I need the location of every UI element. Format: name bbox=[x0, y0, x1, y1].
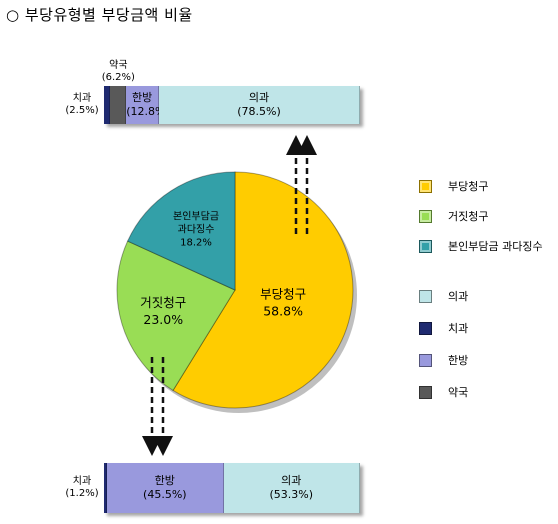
pie-slice-1 bbox=[116, 240, 236, 392]
bar-outside-label: 치과 (1.2%) bbox=[65, 476, 99, 499]
bottom-stacked-bar: 한방 (45.5%) 의과 (53.3%) bbox=[104, 463, 360, 513]
bar-segment-label: 한방 (45.5%) bbox=[143, 474, 187, 501]
legend-label: 약국 bbox=[448, 386, 469, 399]
legend-label: 본인부담금 과다징수 bbox=[448, 240, 543, 253]
legend-item: 거짓청구 bbox=[419, 208, 488, 224]
bar-segment-한방: 한방 (45.5%) bbox=[107, 463, 224, 513]
bar-segment-의과: 의과 (78.5%) bbox=[159, 86, 360, 124]
pie-slice-label: 거짓청구 bbox=[140, 295, 186, 310]
legend-item: 의과 bbox=[419, 288, 468, 304]
legend-label: 한방 bbox=[448, 354, 469, 367]
pie-slice-label: 부당청구 bbox=[260, 287, 306, 302]
legend-label: 의과 bbox=[448, 290, 469, 303]
legend-label: 거짓청구 bbox=[448, 210, 489, 223]
legend-label: 부당청구 bbox=[448, 180, 489, 193]
bar-segment-치과 bbox=[104, 86, 111, 124]
legend-item: 치과 bbox=[419, 320, 468, 336]
pie-slice-label: 과다징수 bbox=[178, 223, 215, 235]
legend-swatch bbox=[419, 353, 432, 367]
bar-outside-label: 치과 (2.5%) bbox=[65, 93, 99, 116]
bar-segment-한방: 한방 (12.8%) bbox=[126, 86, 170, 124]
pie-slice-label: 본인부담금 bbox=[173, 210, 219, 222]
top-stacked-bar: 한방 (12.8%) 의과 (78.5%) bbox=[104, 86, 360, 124]
bar-segment-label: 의과 (78.5%) bbox=[237, 91, 281, 118]
bar-segment-label: 의과 (53.3%) bbox=[269, 474, 314, 501]
pie-value-label: 23.0% bbox=[143, 312, 183, 327]
pie-slice-2 bbox=[126, 171, 236, 291]
bar-outside-label: 약국 (6.2%) bbox=[101, 60, 135, 83]
legend-label: 치과 bbox=[448, 322, 469, 335]
legend-item: 부당청구 bbox=[419, 178, 488, 194]
pie-value-label: 58.8% bbox=[263, 304, 303, 319]
bar-segment-의과: 의과 (53.3%) bbox=[223, 463, 360, 513]
legend-swatch bbox=[419, 209, 432, 223]
legend-swatch bbox=[419, 321, 432, 335]
legend-item: 한방 bbox=[419, 352, 468, 368]
bar-segment-치과 bbox=[104, 463, 108, 513]
legend-swatch bbox=[419, 385, 432, 399]
legend-item: 본인부담금 과다징수 bbox=[419, 238, 543, 254]
pie-value-label: 18.2% bbox=[180, 237, 212, 248]
legend-item: 약국 bbox=[419, 384, 468, 400]
page-title: ○ 부당유형별 부당금액 비율 bbox=[6, 6, 193, 24]
legend-swatch bbox=[419, 289, 432, 303]
legend-swatch bbox=[419, 239, 432, 253]
bar-segment-약국 bbox=[110, 86, 127, 124]
legend-swatch bbox=[419, 179, 432, 193]
